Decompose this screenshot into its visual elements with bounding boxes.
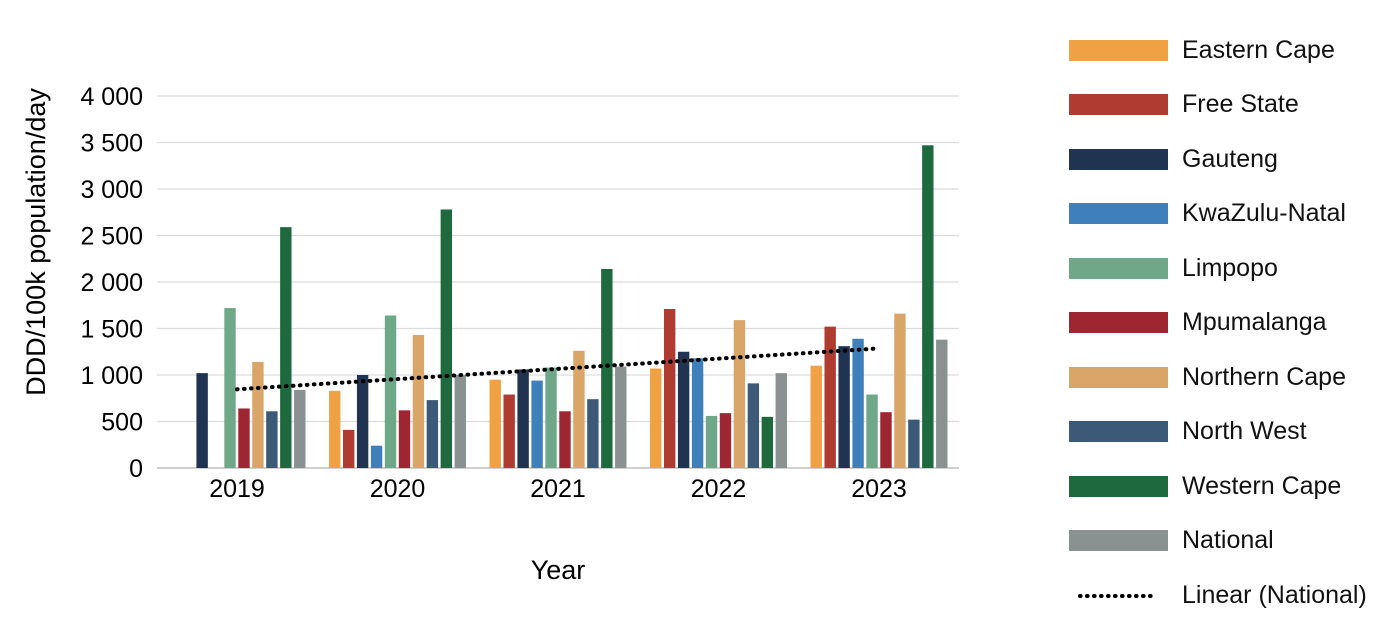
bar-northern-cape-2021 (573, 350, 585, 468)
y-tick-label: 2 000 (80, 269, 143, 297)
y-tick-label: 3 000 (80, 176, 143, 204)
bar-limpopo-2020 (384, 315, 397, 468)
y-axis-title: DDD/100k population/day (21, 88, 51, 396)
legend-swatch-free-state (1069, 94, 1168, 116)
bar-western-cape-2020 (440, 209, 453, 468)
legend-swatch-kwazulu-natal (1069, 203, 1168, 225)
bar-limpopo-2019 (224, 308, 236, 468)
bar-north-west-2023 (908, 419, 920, 468)
bar-western-cape-2019 (280, 227, 292, 468)
legend-label-free-state: Free State (1182, 90, 1299, 119)
bar-kwazulu-natal-2022 (691, 358, 704, 468)
bar-national-2022 (775, 373, 787, 468)
bar-national-2019 (294, 389, 306, 468)
bar-limpopo-2021 (545, 367, 557, 468)
bar-northern-cape-2023 (894, 313, 906, 468)
y-tick-label: 1 500 (80, 316, 143, 344)
legend-item-western-cape: Western Cape (1069, 459, 1369, 514)
legend-swatch-national (1069, 530, 1168, 552)
bar-free-state-2021 (503, 394, 515, 468)
bar-kwazulu-natal-2020 (370, 445, 383, 468)
bar-northern-cape-2019 (252, 361, 264, 468)
bar-western-cape-2023 (922, 145, 934, 469)
bar-gauteng-2020 (356, 375, 369, 468)
bar-mpumalanga-2019 (238, 408, 250, 468)
bar-mpumalanga-2022 (719, 413, 732, 468)
grouped-bar-chart: 0 500 1 000 1 500 2 000 2 500 3 000 3 500 4 000 2… (21, 83, 959, 585)
bar-eastern-cape-2021 (489, 379, 501, 468)
legend-label-north-west: North West (1182, 417, 1307, 446)
bar-free-state-2022 (663, 308, 676, 468)
x-tick-label-2022: 2022 (691, 475, 747, 503)
bar-western-cape-2022 (761, 416, 774, 468)
legend-swatch-eastern-cape (1069, 39, 1168, 61)
legend-swatch-mpumalanga (1069, 312, 1168, 334)
legend-item-national: National (1069, 514, 1369, 569)
x-tick-label-2023: 2023 (851, 475, 907, 503)
bar-mpumalanga-2023 (880, 412, 892, 468)
bar-mpumalanga-2020 (398, 410, 411, 468)
x-tick-label-2019: 2019 (209, 475, 265, 503)
bar-national-2020 (454, 375, 466, 468)
bar-north-west-2020 (426, 400, 439, 468)
legend-item-gauteng: Gauteng (1069, 132, 1369, 187)
bar-free-state-2023 (824, 326, 836, 468)
bar-national-2023 (936, 339, 948, 468)
legend-swatch-gauteng (1069, 148, 1168, 170)
y-tick-label: 4 000 (80, 83, 143, 111)
legend-item-free-state: Free State (1069, 78, 1369, 133)
bar-northern-cape-2022 (733, 320, 746, 468)
legend-label-northern-cape: Northern Cape (1182, 362, 1346, 391)
legend-item-northern-cape: Northern Cape (1069, 350, 1369, 405)
legend-dotted-line-icon (1078, 593, 1159, 598)
legend-swatch-western-cape (1069, 475, 1168, 497)
bar-gauteng-2021 (517, 369, 529, 468)
bar-gauteng-2023 (838, 346, 850, 468)
bar-north-west-2022 (747, 383, 760, 468)
legend-item-limpopo: Limpopo (1069, 241, 1369, 296)
y-tick-label: 2 500 (80, 223, 143, 251)
bar-northern-cape-2020 (412, 335, 425, 468)
bar-kwazulu-natal-2023 (852, 338, 864, 468)
bar-eastern-cape-2022 (650, 368, 662, 468)
trendline-linear-national (235, 346, 881, 392)
legend-label-gauteng: Gauteng (1182, 144, 1278, 173)
legend-swatch-north-west (1069, 421, 1168, 443)
legend-label-western-cape: Western Cape (1182, 471, 1342, 500)
legend-label-eastern-cape: Eastern Cape (1182, 35, 1335, 64)
chart-legend: Eastern Cape Free State Gauteng KwaZulu-Nat… (1069, 23, 1369, 623)
x-tick-label-2020: 2020 (370, 475, 426, 503)
bar-western-cape-2021 (601, 268, 613, 468)
bar-eastern-cape-2023 (810, 365, 822, 468)
bar-kwazulu-natal-2021 (531, 380, 543, 468)
y-tick-label: 3 500 (80, 130, 143, 158)
legend-label-limpopo: Limpopo (1182, 253, 1278, 282)
legend-item-mpumalanga: Mpumalanga (1069, 296, 1369, 351)
bar-free-state-2020 (342, 429, 355, 468)
bar-north-west-2021 (587, 399, 599, 468)
y-tick-label: 500 (101, 409, 143, 437)
legend-label-linear-national: Linear (National) (1182, 580, 1367, 609)
legend-item-linear-national: Linear (National) (1069, 568, 1369, 623)
bar-limpopo-2023 (866, 394, 878, 468)
bar-north-west-2019 (266, 411, 278, 468)
legend-swatch-northern-cape (1069, 366, 1168, 388)
bar-eastern-cape-2020 (329, 390, 341, 468)
x-tick-label-2021: 2021 (530, 475, 586, 503)
legend-label-national: National (1182, 526, 1274, 555)
bar-gauteng-2022 (677, 351, 690, 468)
bar-national-2021 (615, 366, 627, 468)
bar-gauteng-2019 (196, 373, 208, 468)
legend-item-north-west: North West (1069, 405, 1369, 460)
y-tick-label: 0 (129, 455, 143, 483)
legend-item-eastern-cape: Eastern Cape (1069, 23, 1369, 78)
x-axis-title: Year (531, 555, 586, 585)
legend-label-kwazulu-natal: KwaZulu-Natal (1182, 199, 1346, 228)
legend-label-mpumalanga: Mpumalanga (1182, 308, 1327, 337)
bar-limpopo-2022 (705, 415, 718, 468)
bar-mpumalanga-2021 (559, 411, 571, 468)
y-tick-label: 1 000 (80, 362, 143, 390)
legend-item-kwazulu-natal: KwaZulu-Natal (1069, 187, 1369, 242)
legend-swatch-limpopo (1069, 257, 1168, 279)
